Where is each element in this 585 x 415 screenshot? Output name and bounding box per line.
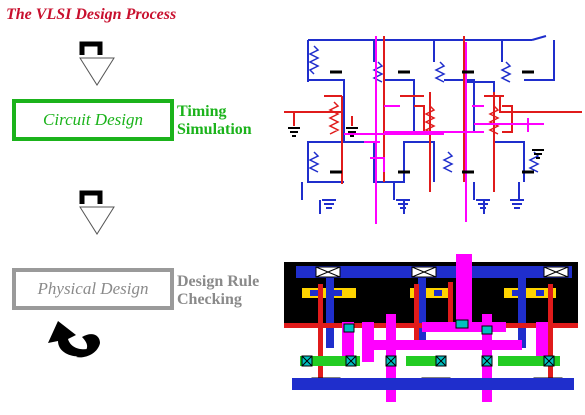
timing-label-line1: Timing [177,103,227,120]
transistor-schematic [284,35,582,224]
layout-stick-diagram [284,254,578,402]
timing-label-line2: Simulation [177,121,252,138]
down-arrow-icon [79,41,115,86]
timing-simulation-label: Timing Simulation [177,103,252,139]
circuit-design-box: Circuit Design [12,99,174,141]
drc-label-line1: Design Rule [177,273,260,290]
down-arrow-icon [79,190,115,235]
iteration-arrow-icon [48,321,100,358]
page-title: The VLSI Design Process [6,6,177,23]
drc-label-line2: Checking [177,291,242,308]
design-rule-checking-label: Design Rule Checking [177,273,259,309]
physical-design-box: Physical Design [12,268,174,310]
